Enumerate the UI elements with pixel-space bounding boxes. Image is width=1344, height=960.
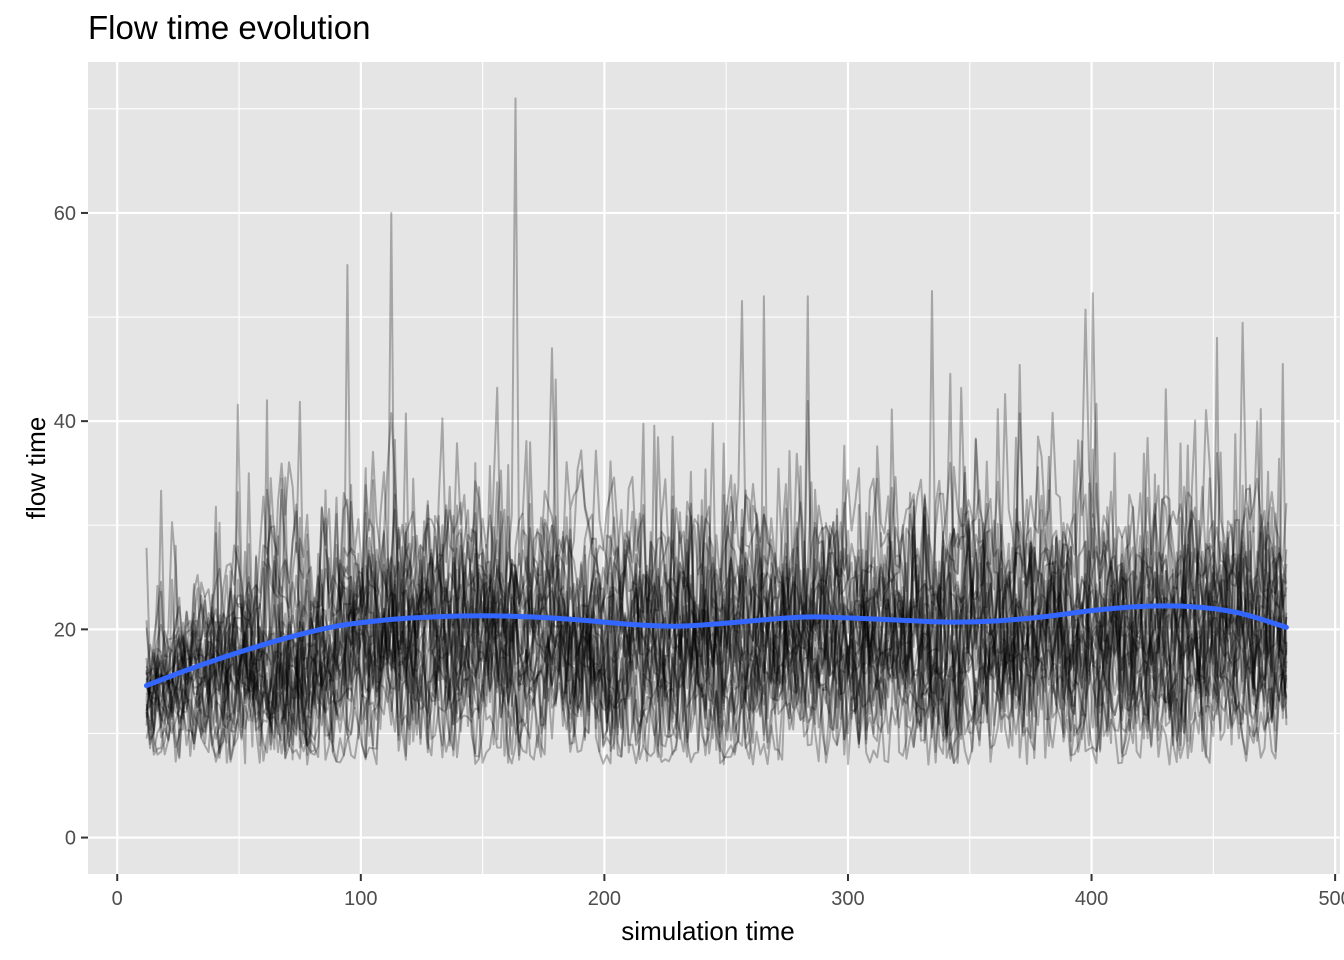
y-tick-label: 40	[54, 411, 76, 433]
replicate-line	[145, 438, 1288, 753]
replicate-line	[146, 460, 1288, 764]
replicate-line	[145, 378, 1288, 766]
replicate-lines	[145, 97, 1288, 766]
replicate-line	[145, 97, 1288, 696]
replicate-line	[145, 465, 1288, 760]
replicate-line	[145, 295, 1288, 737]
replicate-line	[145, 292, 1288, 747]
replicate-line	[145, 422, 1288, 766]
replicate-line	[145, 400, 1288, 747]
replicate-line	[145, 399, 1288, 765]
x-tick-label: 300	[831, 888, 864, 910]
plot-panel	[88, 62, 1340, 874]
y-tick-label: 0	[65, 828, 76, 850]
x-tick-label: 400	[1075, 888, 1108, 910]
x-tick-label: 0	[112, 888, 123, 910]
y-axis: 0 20 40 60	[54, 203, 88, 850]
replicate-line	[145, 362, 1288, 764]
y-tick-label: 60	[54, 203, 76, 225]
replicate-line	[145, 424, 1288, 759]
chart-title: Flow time evolution	[88, 9, 370, 46]
x-axis: 0 100 200 300 400 500	[112, 874, 1344, 910]
x-axis-title: simulation time	[621, 916, 794, 946]
replicate-line	[145, 448, 1288, 764]
trend-line	[143, 603, 1289, 689]
grid-major	[88, 62, 1340, 874]
x-tick-label: 100	[344, 888, 377, 910]
y-tick-label: 20	[54, 619, 76, 641]
replicate-line	[145, 386, 1288, 750]
replicate-line	[145, 459, 1288, 761]
replicate-line	[145, 290, 1288, 703]
replicate-line	[145, 451, 1288, 765]
replicate-line	[145, 499, 1288, 765]
y-axis-title: flow time	[21, 417, 51, 520]
grid-minor	[88, 62, 1340, 874]
replicate-line	[145, 482, 1288, 762]
replicate-line	[145, 522, 1288, 764]
x-tick-label: 500	[1318, 888, 1344, 910]
replicate-line	[145, 211, 1288, 766]
x-tick-label: 200	[588, 888, 621, 910]
replicate-line	[145, 264, 1288, 726]
